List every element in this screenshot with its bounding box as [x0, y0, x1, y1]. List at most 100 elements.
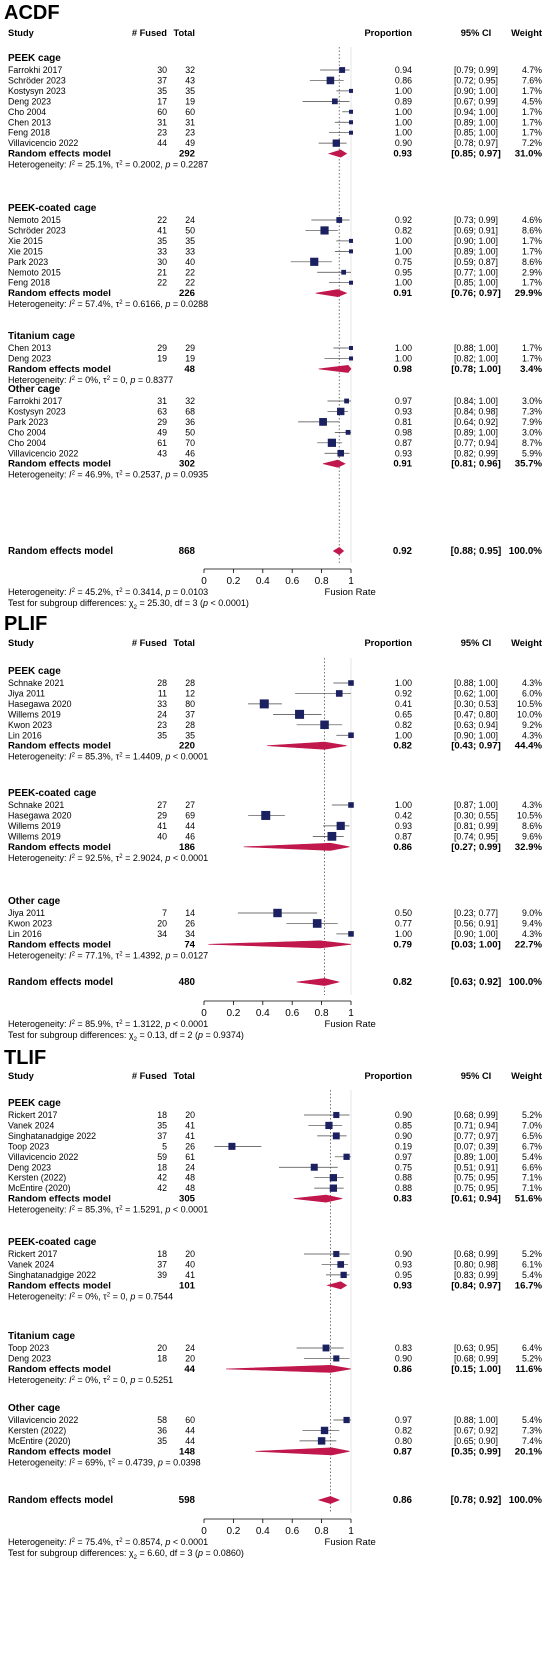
overall-row: Random effects model 480 0.82 [0.63; 0.92] 1…	[8, 977, 542, 988]
study-name: Hasegawa 2020	[8, 699, 72, 709]
overall-weight: 100.0%	[509, 546, 543, 557]
header-weight: Weight	[511, 638, 542, 648]
study-weight: 5.4%	[522, 1415, 542, 1425]
model-total: 48	[184, 364, 195, 375]
study-total: 44	[185, 821, 195, 831]
study-name: Deng 2023	[8, 96, 51, 106]
point-estimate	[341, 269, 347, 275]
study-ci: [0.59; 0.87]	[454, 257, 498, 267]
study-proportion: 1.00	[395, 278, 412, 288]
axis-tick-label: 0.4	[256, 1526, 270, 1537]
overall-label: Random effects model	[8, 546, 113, 557]
model-total: 220	[179, 741, 195, 752]
study-proportion: 0.82	[395, 225, 412, 235]
header-fused: # Fused	[132, 28, 167, 38]
study-weight: 1.7%	[522, 236, 542, 246]
subgroup-heterogeneity: Heterogeneity: I2 = 46.9%, τ2 = 0.2537, …	[8, 470, 208, 480]
model-total: 101	[179, 1280, 196, 1291]
study-name: Cho 2004	[8, 427, 46, 437]
study-ci: [0.74; 0.95]	[454, 831, 498, 841]
subgroup-title: PEEK cage	[8, 1098, 61, 1109]
study-fused: 49	[157, 427, 167, 437]
model-total: 186	[179, 842, 195, 853]
study-weight: 2.9%	[522, 267, 542, 277]
study-total: 28	[185, 720, 195, 730]
study-proportion: 1.00	[395, 107, 412, 117]
study-row: Jiya 2011 11 12 0.92 [0.62; 1.00] 6.0%	[8, 688, 542, 698]
study-proportion: 0.88	[395, 1183, 412, 1193]
study-ci: [0.90; 1.00]	[454, 236, 498, 246]
point-estimate	[348, 130, 354, 135]
overall-heterogeneity: Heterogeneity: I2 = 85.9%, τ2 = 1.3122, …	[8, 1019, 208, 1029]
study-weight: 4.3%	[522, 929, 542, 939]
point-estimate	[333, 1250, 340, 1258]
study-fused: 18	[157, 1162, 167, 1172]
study-name: Xie 2015	[8, 246, 43, 256]
study-ci: [0.90; 1.00]	[454, 730, 498, 740]
study-name: Nemoto 2015	[8, 215, 61, 225]
study-name: Rickert 2017	[8, 1249, 57, 1259]
study-ci: [0.65; 0.90]	[454, 1436, 498, 1446]
point-estimate	[335, 690, 343, 697]
model-weight: 16.7%	[515, 1280, 543, 1291]
study-proportion: 0.87	[395, 831, 412, 841]
study-ci: [0.30; 0.55]	[454, 810, 498, 820]
study-weight: 5.2%	[522, 1353, 542, 1363]
study-total: 27	[185, 800, 195, 810]
header-ci: 95% CI	[461, 28, 492, 38]
point-estimate	[261, 810, 271, 820]
point-estimate	[320, 226, 329, 235]
model-ci: [0.27; 0.99]	[451, 842, 501, 853]
forest-panel-acdf: ACDF Study # Fused Total Proportion 95% CI Wei…	[4, 2, 542, 611]
study-fused: 44	[157, 138, 167, 148]
axis-tick-label: 0.8	[315, 576, 329, 587]
study-fused: 35	[157, 1120, 167, 1130]
model-ci: [0.81; 0.96]	[451, 459, 501, 470]
point-estimate	[348, 356, 354, 361]
point-estimate	[312, 919, 322, 928]
point-estimate	[333, 1111, 340, 1119]
study-ci: [0.90; 1.00]	[454, 929, 498, 939]
model-ci: [0.84; 0.97]	[451, 1280, 501, 1291]
header-proportion: Proportion	[364, 28, 412, 38]
point-estimate	[339, 67, 346, 73]
study-name: Deng 2023	[8, 353, 51, 363]
study-proportion: 0.41	[395, 699, 412, 709]
study-name: Vanek 2024	[8, 1259, 54, 1269]
study-ci: [0.23; 0.77]	[454, 908, 498, 918]
point-estimate	[337, 1261, 345, 1268]
study-fused: 61	[157, 438, 167, 448]
axis-label: Fusion Rate	[325, 1019, 376, 1030]
header-total: Total	[173, 1071, 195, 1081]
study-ci: [0.71; 0.94]	[454, 1120, 498, 1130]
study-ci: [0.85; 1.00]	[454, 278, 498, 288]
overall-diamond	[317, 1496, 341, 1504]
study-total: 31	[185, 117, 195, 127]
model-weight: 32.9%	[515, 842, 543, 853]
study-weight: 7.2%	[522, 138, 542, 148]
subgroup-heterogeneity: Heterogeneity: I2 = 57.4%, τ2 = 0.6166, …	[8, 299, 208, 309]
axis-tick-label: 0.8	[315, 1526, 329, 1537]
model-proportion: 0.79	[393, 939, 412, 950]
header-fused: # Fused	[132, 1071, 167, 1081]
study-total: 60	[185, 1415, 195, 1425]
study-weight: 6.4%	[522, 1343, 542, 1353]
overall-proportion: 0.82	[393, 977, 413, 988]
study-fused: 33	[157, 246, 167, 256]
study-total: 35	[185, 86, 195, 96]
axis-tick-label: 0.4	[256, 576, 270, 587]
model-weight: 3.4%	[520, 364, 542, 375]
study-fused: 20	[157, 918, 167, 928]
study-weight: 4.5%	[522, 96, 542, 106]
study-name: Kersten (2022)	[8, 1425, 66, 1435]
study-total: 48	[185, 1173, 195, 1183]
study-name: Rickert 2017	[8, 1110, 57, 1120]
model-ci: [0.35; 0.99]	[451, 1446, 501, 1457]
study-name: Farrokhi 2017	[8, 396, 62, 406]
study-total: 24	[185, 215, 195, 225]
model-diamond	[208, 940, 352, 949]
study-total: 41	[185, 1131, 195, 1141]
